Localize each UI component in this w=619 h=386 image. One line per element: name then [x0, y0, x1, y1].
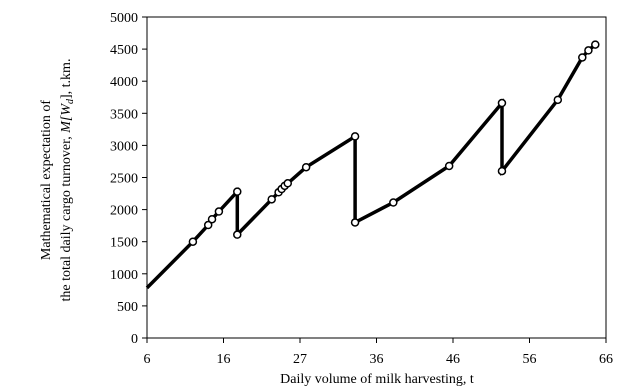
x-tick-label: 6	[144, 352, 151, 367]
data-point-marker	[188, 237, 198, 246]
y-tick-label: 2500	[110, 172, 138, 187]
series-line	[145, 43, 597, 290]
y-axis-label-line-2-prefix: the total daily cargo turnover,	[59, 133, 74, 302]
data-point-marker	[207, 214, 217, 224]
data-point-marker	[233, 230, 242, 239]
data-point-marker	[267, 195, 276, 204]
data-point-marker	[350, 218, 360, 227]
y-axis-label-line-2-subscript: d	[65, 98, 76, 104]
y-tick-label: 1500	[110, 236, 138, 251]
data-point-marker	[578, 53, 587, 62]
data-point-marker	[301, 162, 311, 172]
y-tick-label: 0	[131, 332, 138, 347]
data-point-marker	[584, 46, 593, 55]
y-tick-label: 4500	[110, 43, 138, 58]
data-point-marker	[497, 98, 507, 108]
series-line-layer	[145, 43, 597, 290]
y-tick-label: 5000	[110, 11, 138, 26]
x-tick-label: 66	[599, 352, 613, 367]
x-tick-label: 16	[217, 352, 231, 367]
data-point-marker	[444, 161, 454, 171]
marker-layer	[188, 40, 600, 246]
x-tick-label: 36	[370, 352, 384, 367]
y-tick-label: 3500	[110, 107, 138, 122]
data-point-marker	[350, 132, 360, 141]
data-point-marker	[203, 220, 213, 230]
data-point-marker	[497, 166, 507, 176]
y-axis-label-line-2-suffix: ], t.km.	[59, 59, 74, 99]
data-point-marker	[214, 207, 224, 216]
y-tick-label: 1000	[110, 268, 138, 283]
y-tick-label: 500	[117, 300, 138, 315]
y-tick-label: 4000	[110, 75, 138, 90]
y-tick-label: 3000	[110, 139, 138, 154]
data-point-marker	[389, 198, 398, 207]
y-tick-label: 2000	[110, 204, 138, 219]
plot-frame	[146, 16, 607, 339]
y-axis-label-line-1: Mathematical expectation of	[39, 100, 54, 260]
y-axis-label-line-2-italic: M[W	[59, 103, 74, 134]
data-point-marker	[283, 179, 293, 188]
y-axis-label-line-2: the total daily cargo turnover, M[Wd], t…	[59, 59, 76, 302]
data-point-marker	[591, 40, 600, 49]
axis-labels: Daily volume of milk harvesting, t Mathe…	[39, 59, 474, 386]
x-axis-label: Daily volume of milk harvesting, t	[280, 372, 474, 386]
x-tick-label: 27	[293, 352, 307, 367]
data-point-marker	[553, 95, 563, 105]
data-point-marker	[233, 187, 242, 196]
axes: 0 500 1000 1500 2000 2500 3000 3500 4000 4500 5000…	[110, 11, 613, 367]
x-tick-label: 56	[523, 352, 537, 367]
x-tick-label: 46	[446, 352, 460, 367]
